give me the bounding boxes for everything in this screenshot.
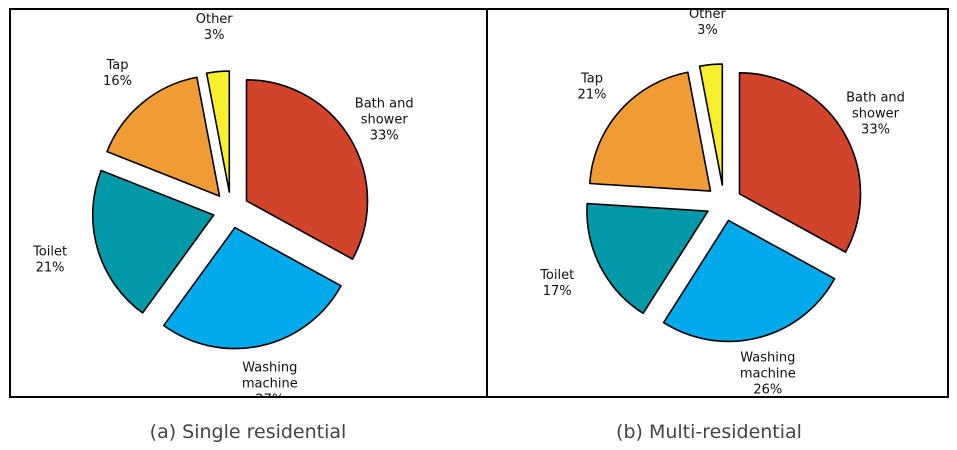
slice-value-label: 27%	[255, 393, 284, 396]
slice-name-label: Bath and	[846, 90, 905, 105]
slice-label-toilet: Toilet 21%	[32, 245, 67, 276]
pie-slice-other	[698, 63, 724, 186]
slice-label-toilet: Toilet 17%	[539, 268, 574, 299]
slice-value-label: 17%	[543, 284, 572, 299]
pie-slice-other	[205, 70, 231, 193]
caption-multi-residential: (b) Multi-residential	[616, 421, 802, 443]
slice-name-label: machine	[740, 367, 796, 382]
slice-name-label: Other	[689, 10, 727, 22]
panel-divider	[486, 8, 488, 398]
slice-value-label: 3%	[697, 23, 718, 38]
slice-label-other: Other 3%	[689, 10, 727, 38]
slice-name-label: Tap	[580, 72, 603, 87]
slice-name-label: Other	[196, 12, 234, 27]
figure-frame	[9, 8, 949, 398]
slice-name-label: Washing	[740, 351, 795, 366]
pie-slice-bath-and-shower	[245, 79, 369, 260]
slice-label-washing-machine: Washing machine 26%	[740, 351, 796, 397]
slice-value-label: 33%	[861, 122, 890, 137]
slice-name-label: Toilet	[32, 245, 67, 260]
pie-slice-toilet	[91, 169, 215, 314]
slice-label-bath-and-shower: Bath and shower 33%	[846, 90, 905, 137]
slice-name-label: Toilet	[539, 268, 574, 283]
slice-value-label: 26%	[753, 383, 782, 397]
slice-name-label: Bath and	[355, 96, 414, 111]
slice-name-label: Tap	[105, 58, 128, 73]
slice-label-tap: Tap 21%	[578, 72, 607, 103]
pie-slice-washing-machine	[163, 226, 342, 350]
pie-slice-tap	[588, 71, 712, 192]
slice-value-label: 21%	[36, 261, 65, 276]
slice-name-label: shower	[361, 112, 409, 127]
slice-name-label: shower	[852, 106, 900, 121]
slice-value-label: 16%	[103, 74, 132, 89]
slice-value-label: 33%	[370, 128, 399, 143]
slice-value-label: 21%	[578, 88, 607, 103]
slice-label-bath-and-shower: Bath and shower 33%	[355, 96, 414, 143]
slice-name-label: machine	[242, 377, 298, 392]
slice-label-washing-machine: Washingmachine27%	[242, 361, 298, 396]
pie-slice-bath-and-shower	[738, 72, 862, 253]
caption-single-residential: (a) Single residential	[149, 421, 347, 443]
pie-chart-multi-residential: Bath and shower 33% Washing machine 26% Toilet…	[539, 10, 905, 397]
slice-label-tap: Tap 16%	[103, 58, 132, 89]
slice-label-other: Other 3%	[196, 12, 234, 43]
slice-value-label: 3%	[204, 28, 225, 43]
pie-slice-toilet	[586, 202, 709, 315]
pie-slice-tap	[106, 76, 221, 197]
pie-slice-washing-machine	[662, 219, 836, 343]
slice-name-label: Washing	[242, 361, 297, 376]
